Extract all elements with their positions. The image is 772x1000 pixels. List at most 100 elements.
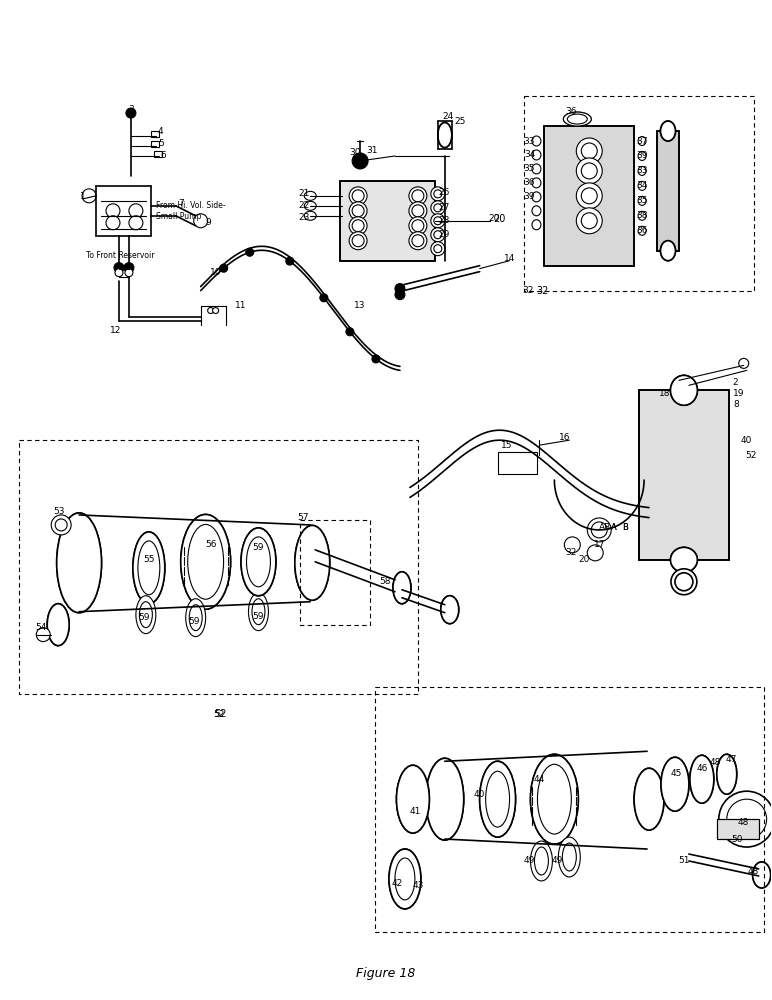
Ellipse shape (479, 761, 516, 837)
Ellipse shape (441, 596, 459, 624)
Ellipse shape (181, 514, 231, 609)
Ellipse shape (304, 201, 317, 210)
Text: 20: 20 (488, 214, 499, 223)
Bar (151, 141, 159, 147)
Circle shape (671, 569, 697, 595)
Ellipse shape (638, 181, 646, 190)
Ellipse shape (690, 755, 714, 803)
Circle shape (245, 248, 254, 256)
Circle shape (208, 308, 214, 314)
Circle shape (577, 208, 602, 234)
Circle shape (220, 264, 228, 272)
Text: 50: 50 (731, 835, 743, 844)
Circle shape (82, 189, 96, 203)
Ellipse shape (638, 211, 646, 220)
Circle shape (431, 228, 445, 242)
Text: B: B (622, 523, 628, 532)
Text: 42: 42 (391, 879, 402, 888)
Ellipse shape (532, 192, 541, 202)
Circle shape (349, 202, 367, 220)
Circle shape (106, 216, 120, 230)
Text: From Hi. Vol. Side-
Small Pump: From Hi. Vol. Side- Small Pump (156, 201, 225, 221)
Ellipse shape (426, 758, 464, 840)
Text: 20: 20 (493, 214, 506, 224)
Text: 51: 51 (678, 856, 689, 865)
Bar (657, 131, 679, 251)
Ellipse shape (397, 765, 429, 833)
Ellipse shape (241, 528, 276, 596)
Text: 32: 32 (566, 548, 577, 557)
Circle shape (51, 515, 71, 535)
Text: 10: 10 (210, 268, 222, 277)
Circle shape (587, 545, 603, 561)
Circle shape (434, 204, 442, 212)
Ellipse shape (441, 596, 459, 624)
Circle shape (581, 213, 598, 229)
Text: 5: 5 (158, 139, 164, 148)
Text: 16: 16 (559, 433, 570, 442)
Text: 3: 3 (128, 105, 134, 114)
Circle shape (577, 138, 602, 164)
Circle shape (434, 190, 442, 198)
Circle shape (412, 220, 424, 232)
Ellipse shape (304, 191, 317, 200)
Text: 25: 25 (454, 117, 466, 126)
Ellipse shape (397, 765, 429, 833)
Text: 35: 35 (636, 196, 648, 205)
Text: 49: 49 (523, 856, 535, 865)
Text: 34: 34 (523, 150, 535, 159)
Circle shape (129, 216, 143, 230)
Text: 56: 56 (205, 540, 216, 549)
Text: 15: 15 (501, 441, 513, 450)
Circle shape (129, 204, 143, 218)
Ellipse shape (661, 241, 676, 261)
Text: 1: 1 (80, 192, 86, 201)
Circle shape (352, 153, 368, 169)
Circle shape (352, 190, 364, 202)
Text: 59: 59 (252, 543, 264, 552)
Text: A: A (611, 523, 617, 532)
Circle shape (349, 217, 367, 235)
Circle shape (409, 202, 427, 220)
Circle shape (349, 187, 367, 205)
Ellipse shape (532, 164, 541, 174)
Text: To Front Reservoir: To Front Reservoir (86, 251, 154, 260)
Text: 6: 6 (160, 151, 166, 160)
Circle shape (194, 214, 208, 228)
Text: 32: 32 (537, 286, 549, 296)
Ellipse shape (717, 754, 736, 794)
Ellipse shape (532, 136, 541, 146)
Text: 12: 12 (110, 326, 122, 335)
Ellipse shape (47, 604, 69, 646)
Ellipse shape (532, 178, 541, 188)
Ellipse shape (133, 532, 164, 604)
Circle shape (36, 628, 50, 642)
Circle shape (431, 187, 445, 201)
Ellipse shape (393, 572, 411, 604)
Text: 14: 14 (504, 254, 515, 263)
Text: 17: 17 (594, 540, 605, 549)
Ellipse shape (486, 771, 510, 827)
Circle shape (577, 183, 602, 209)
Text: 23: 23 (299, 213, 310, 222)
Circle shape (409, 232, 427, 250)
Text: B: B (622, 523, 628, 532)
Text: 36: 36 (523, 178, 535, 187)
Circle shape (726, 799, 767, 839)
Ellipse shape (753, 862, 770, 888)
Ellipse shape (530, 754, 578, 844)
Text: 9: 9 (206, 218, 212, 227)
Text: A: A (611, 523, 617, 532)
Text: 4: 4 (158, 127, 164, 136)
Ellipse shape (136, 596, 156, 634)
Text: 38: 38 (636, 211, 648, 220)
Circle shape (591, 522, 608, 538)
Circle shape (434, 245, 442, 253)
Ellipse shape (537, 764, 571, 834)
Ellipse shape (634, 768, 664, 830)
Text: 27: 27 (438, 203, 449, 212)
Circle shape (114, 263, 124, 273)
Circle shape (739, 358, 749, 368)
Text: 21: 21 (299, 189, 310, 198)
Ellipse shape (304, 211, 317, 220)
